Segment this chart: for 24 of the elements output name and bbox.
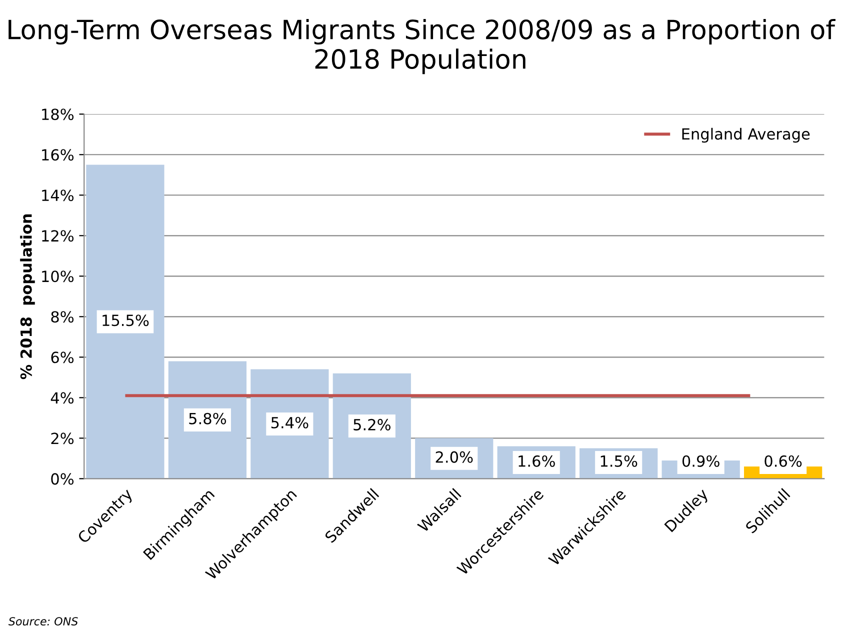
y-tick-label: 10% [42,270,74,282]
chart-title: Long-Term Overseas Migrants Since 2008/09 as a Proportion of 2018 Population [8,19,836,74]
y-tick-label: 12% [42,230,74,242]
y-tick-label: 16% [42,149,74,161]
source-note: Source: ONS [8,617,78,626]
y-axis-title: % 2018 population [20,214,35,380]
y-tick-label: 4% [50,392,74,404]
data-label: 5.8% [189,412,226,424]
y-tick-label: 14% [42,190,74,202]
bar [86,164,164,479]
data-label: 1.6% [518,455,555,467]
data-label: 0.9% [682,455,720,467]
y-tick-label: 6% [51,352,74,364]
y-tick-label: 18% [42,108,74,120]
data-label: 5.2% [354,418,390,430]
y-tick-label: 2% [51,432,74,444]
y-tick-label: 8% [51,311,74,323]
data-label: 1.5% [600,455,638,467]
data-label: 15.5% [102,314,149,326]
data-label: 5.4% [271,416,308,428]
data-label: 0.6% [764,455,802,467]
legend-label: England Average [682,128,810,143]
y-tick-label: 0% [51,473,74,485]
data-label: 2.0% [436,451,473,463]
